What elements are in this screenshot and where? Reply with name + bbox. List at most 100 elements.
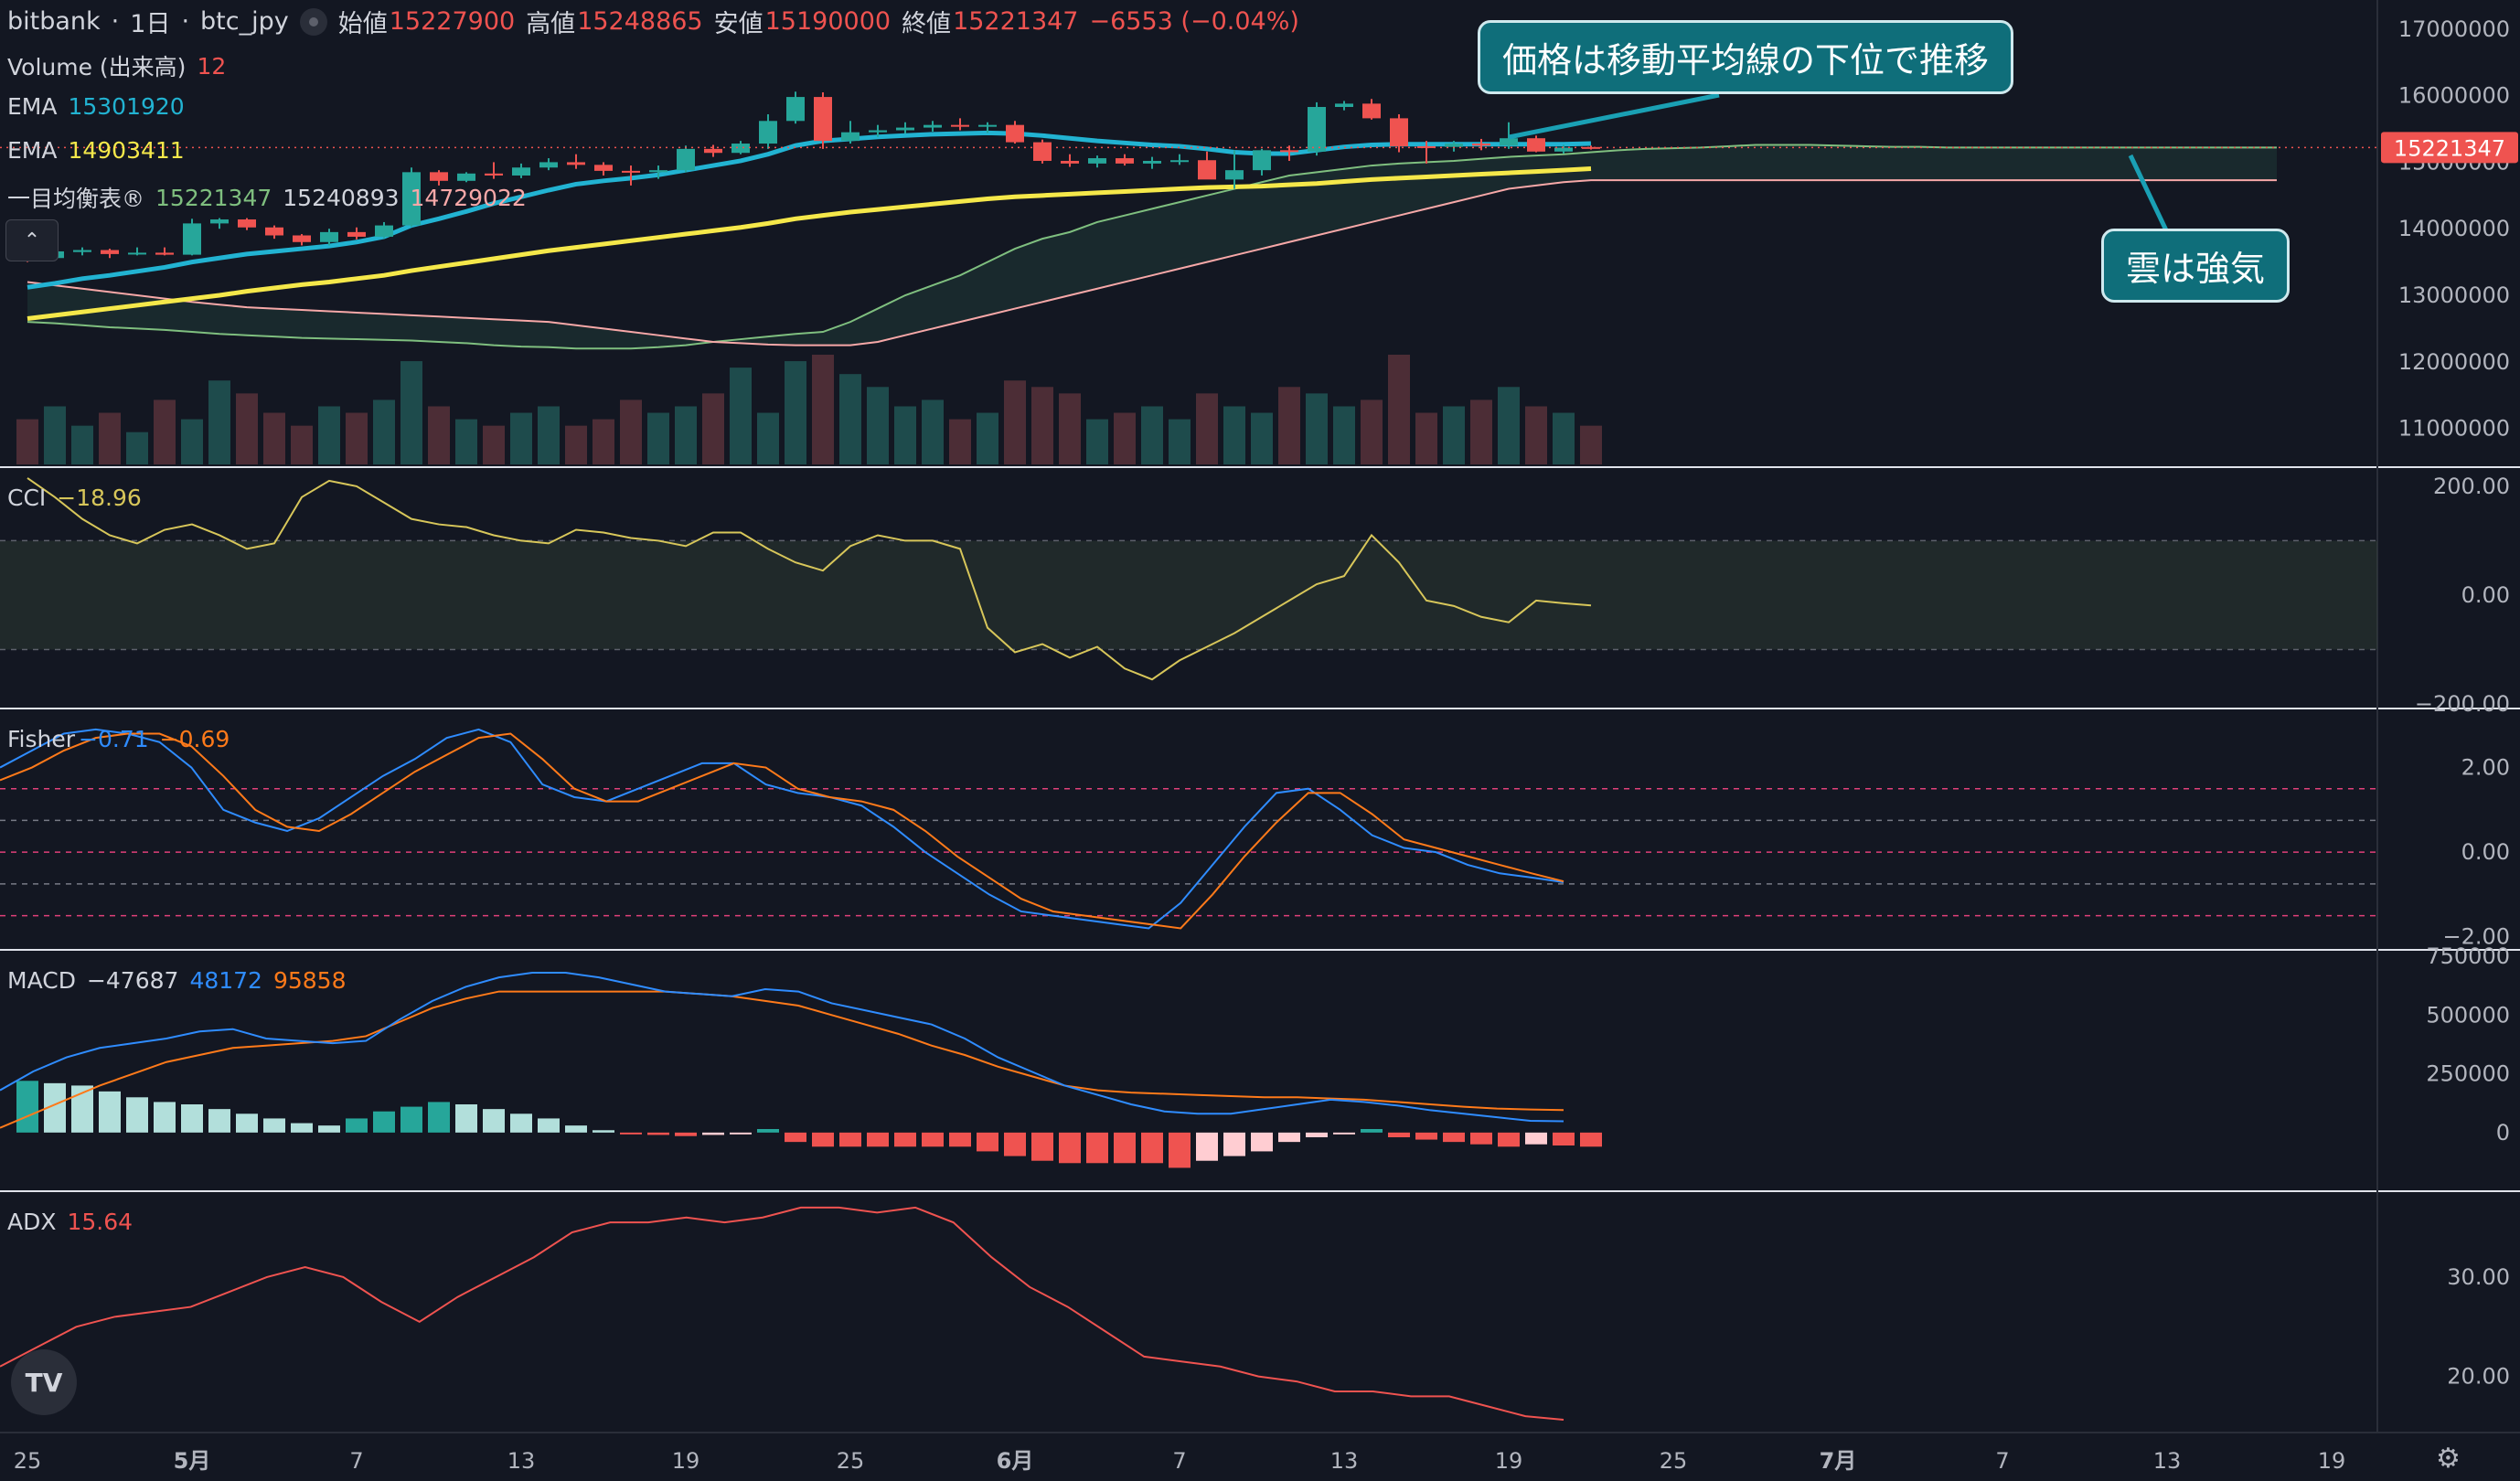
- collapse-legend-button[interactable]: ⌃: [5, 219, 59, 261]
- time-tick-label: 7: [1995, 1448, 2009, 1474]
- fisher-value-1: −0.71: [79, 726, 149, 752]
- time-tick-label: 19: [672, 1448, 700, 1474]
- ichimoku-value-2: 15240893: [283, 184, 400, 211]
- volume-bar: [510, 412, 532, 464]
- cloud-callout[interactable]: 雲は強気: [2101, 229, 2290, 303]
- volume-bar: [291, 425, 313, 464]
- candle-body: [1445, 144, 1463, 147]
- fisher-label: Fisher: [7, 726, 76, 752]
- candle-body: [128, 252, 146, 255]
- volume-bar: [1141, 406, 1163, 464]
- time-tick-label: 19: [1495, 1448, 1523, 1474]
- volume-bar: [730, 368, 752, 464]
- macd-histogram-bar: [1169, 1132, 1191, 1168]
- low-label: 安値: [713, 10, 763, 38]
- cci-tick-label: 0.00: [2461, 582, 2510, 608]
- ichimoku-cloud: [27, 144, 2277, 349]
- ema-fast-legend[interactable]: EMA 15301920: [7, 93, 185, 120]
- macd-histogram-bar: [1443, 1132, 1465, 1143]
- macd-histogram-bar: [757, 1129, 779, 1133]
- candle-body: [347, 231, 366, 237]
- candle-body: [539, 162, 558, 168]
- tradingview-logo-icon[interactable]: TV: [11, 1349, 77, 1415]
- macd-histogram-bar: [373, 1111, 395, 1133]
- time-tick-label: 25: [837, 1448, 865, 1474]
- volume-bar: [1059, 393, 1081, 464]
- symbol-header[interactable]: bitbank · 1日 · btc_jpy 始値 15227900 高値 1524…: [7, 4, 1299, 39]
- price-tick-label: 12000000: [2398, 349, 2510, 375]
- volume-bar: [1443, 406, 1465, 464]
- volume-bar: [236, 393, 258, 464]
- last-price-badge-label: 15221347: [2394, 135, 2505, 161]
- volume-bar: [373, 400, 395, 464]
- macd-histogram-bar: [1059, 1132, 1081, 1164]
- close-value: 15221347: [953, 7, 1079, 36]
- macd-histogram-bar: [1278, 1132, 1300, 1143]
- ema-slow-value: 14903411: [68, 137, 185, 164]
- fisher-legend[interactable]: Fisher −0.71 −0.69: [7, 726, 230, 752]
- price-callout[interactable]: 価格は移動平均線の下位で推移: [1478, 20, 2014, 94]
- volume-bar: [867, 387, 889, 464]
- eye-icon[interactable]: [299, 7, 327, 36]
- candle-body: [1006, 124, 1024, 143]
- macd-histogram-bar: [922, 1132, 944, 1147]
- ema-slow-legend[interactable]: EMA 14903411: [7, 137, 185, 164]
- cci-legend[interactable]: CCI −18.96: [7, 485, 142, 511]
- candle-body: [841, 132, 860, 142]
- fisher-tick-label: −2.00: [2442, 924, 2510, 950]
- volume-bar: [16, 419, 38, 464]
- ichimoku-value-3: 14729022: [410, 184, 527, 211]
- volume-bar: [346, 412, 368, 464]
- time-tick-label: 13: [2153, 1448, 2182, 1474]
- settings-icon[interactable]: ⚙: [2436, 1443, 2461, 1475]
- candle-body: [73, 250, 91, 252]
- candle-body: [1170, 160, 1189, 163]
- cci-tick-label: −200.00: [2415, 691, 2510, 717]
- time-tick-label: 13: [507, 1448, 536, 1474]
- volume-bar: [1031, 387, 1053, 464]
- volume-legend[interactable]: Volume (出来高) 12: [7, 49, 226, 82]
- volume-bar: [1580, 425, 1602, 464]
- price-tick-label: 16000000: [2398, 83, 2510, 109]
- macd-histogram-bar: [730, 1132, 752, 1135]
- price-tick-label: 13000000: [2398, 282, 2510, 308]
- cci-value: −18.96: [57, 485, 142, 511]
- candle-body: [814, 97, 832, 142]
- timeframe[interactable]: 1日: [130, 10, 171, 38]
- macd-histogram-bar: [1553, 1132, 1575, 1145]
- ichimoku-legend[interactable]: 一目均衡表® 15221347 15240893 14729022: [7, 181, 527, 214]
- volume-bar: [318, 406, 340, 464]
- volume-bar: [949, 419, 971, 464]
- volume-bar: [455, 419, 477, 464]
- ema-slow-label: EMA: [7, 137, 58, 164]
- macd-histogram-bar: [318, 1125, 340, 1133]
- volume-bar: [44, 406, 66, 464]
- candle-body: [1308, 107, 1326, 152]
- volume-bar: [263, 412, 285, 464]
- macd-tick-label: 750000: [2426, 943, 2510, 969]
- adx-legend[interactable]: ADX 15.64: [7, 1209, 133, 1235]
- macd-histogram-bar: [785, 1132, 806, 1143]
- candle-body: [1280, 150, 1298, 153]
- macd-value-3: 95858: [272, 967, 347, 994]
- candle-body: [731, 144, 750, 154]
- volume-bar: [1415, 412, 1437, 464]
- last-price-badge: [2381, 132, 2518, 164]
- cci-band-fill: [0, 540, 2377, 650]
- volume-bar: [538, 406, 560, 464]
- volume-bar: [812, 355, 834, 464]
- macd-legend[interactable]: MACD −47687 48172 95858: [7, 967, 347, 994]
- volume-bar: [1223, 406, 1245, 464]
- volume-bar: [1498, 387, 1520, 464]
- candle-body: [1061, 160, 1079, 164]
- macd-histogram-bar: [1361, 1129, 1383, 1133]
- candle-body: [951, 124, 969, 127]
- candle-body: [1143, 160, 1161, 164]
- macd-histogram-bar: [1580, 1132, 1602, 1147]
- candle-body: [1554, 147, 1573, 152]
- macd-histogram-bar: [538, 1118, 560, 1133]
- open-value: 15227900: [389, 7, 516, 36]
- candle-body: [1417, 145, 1436, 148]
- volume-bar: [1388, 355, 1410, 464]
- symbol-name: btc_jpy: [200, 7, 289, 36]
